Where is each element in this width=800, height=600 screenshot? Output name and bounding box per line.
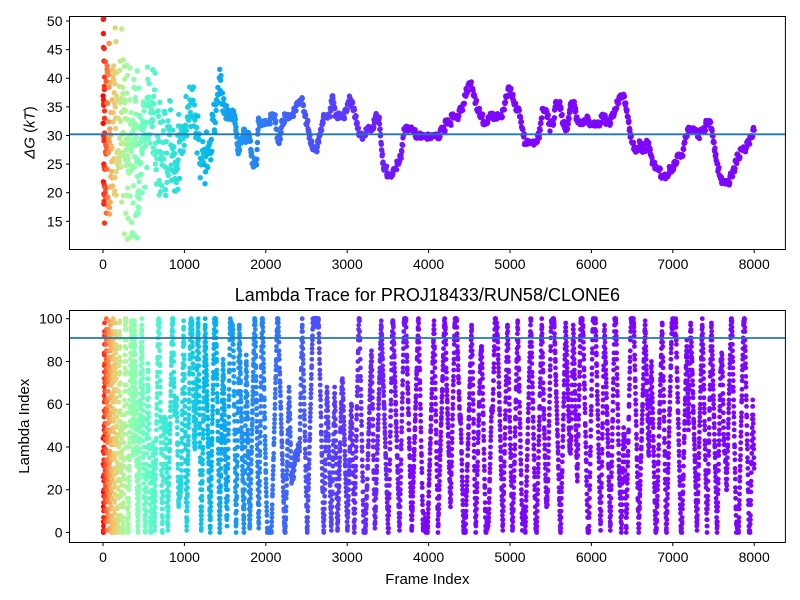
svg-text:2000: 2000 [250, 256, 281, 272]
svg-text:Lambda Index: Lambda Index [16, 378, 33, 474]
svg-text:8000: 8000 [739, 549, 770, 565]
svg-text:Frame Index: Frame Index [385, 571, 470, 588]
svg-text:3000: 3000 [332, 256, 363, 272]
svg-text:20: 20 [47, 185, 63, 201]
svg-text:7000: 7000 [657, 549, 688, 565]
svg-text:2000: 2000 [250, 549, 281, 565]
svg-text:35: 35 [47, 99, 63, 115]
svg-text:6000: 6000 [576, 256, 607, 272]
svg-text:1000: 1000 [169, 549, 200, 565]
svg-text:40: 40 [47, 70, 63, 86]
svg-text:8000: 8000 [739, 256, 770, 272]
svg-text:20: 20 [47, 482, 63, 498]
svg-text:80: 80 [47, 354, 63, 370]
svg-text:4000: 4000 [413, 256, 444, 272]
svg-text:3000: 3000 [332, 549, 363, 565]
svg-text:1000: 1000 [169, 256, 200, 272]
svg-text:0: 0 [99, 256, 107, 272]
svg-text:6000: 6000 [576, 549, 607, 565]
svg-text:4000: 4000 [413, 549, 444, 565]
svg-text:60: 60 [47, 396, 63, 412]
svg-text:5000: 5000 [494, 256, 525, 272]
svg-text:7000: 7000 [657, 256, 688, 272]
svg-text:30: 30 [47, 128, 63, 144]
svg-text:ΔG (kT): ΔG (kT) [22, 106, 39, 160]
svg-text:100: 100 [39, 311, 63, 327]
svg-text:Lambda Trace for PROJ18433/RUN: Lambda Trace for PROJ18433/RUN58/CLONE6 [235, 285, 620, 305]
svg-text:50: 50 [47, 13, 63, 29]
svg-text:15: 15 [47, 213, 63, 229]
svg-text:0: 0 [55, 525, 63, 541]
svg-text:25: 25 [47, 156, 63, 172]
svg-text:0: 0 [99, 549, 107, 565]
svg-text:40: 40 [47, 439, 63, 455]
svg-text:5000: 5000 [494, 549, 525, 565]
svg-text:45: 45 [47, 42, 63, 58]
